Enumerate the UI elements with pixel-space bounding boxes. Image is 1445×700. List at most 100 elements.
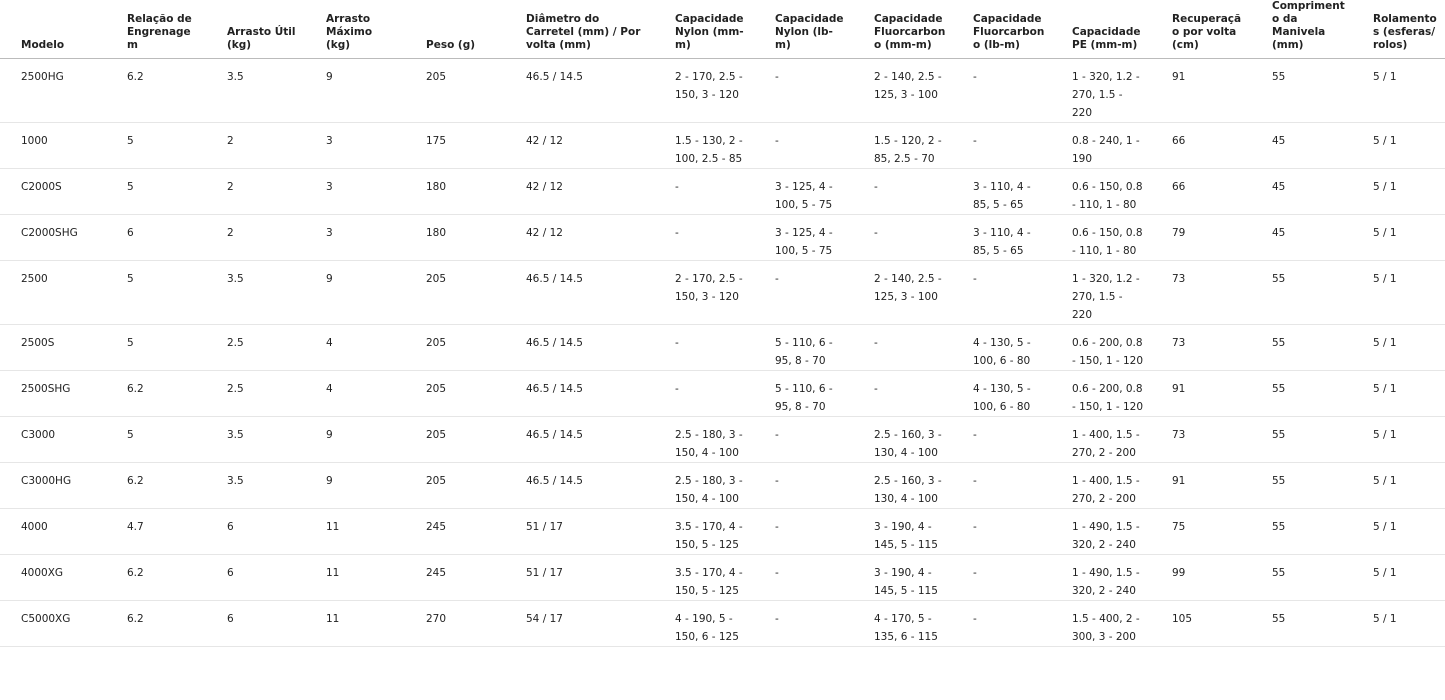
table-body: 2500HG 6.2 3.5 9 205 46.5 / 14.5 2 - 170, 2.5 … [0,58,1445,647]
table-cell: 66 [1151,122,1251,169]
table-cell: 3 - 125, 4 - 100, 5 - 75 [754,168,853,215]
column-header: Relação de Engrenagem [106,0,206,59]
table-row: C3000HG 6.2 3.5 9 205 46.5 / 14.5 2.5 - 180, 3… [0,462,1445,509]
table-cell: 5 [106,324,206,371]
table-cell: 245 [405,554,505,601]
table-cell: 0.6 - 200, 0.8 - 150, 1 - 120 [1051,370,1151,417]
table-cell: 3 - 190, 4 - 145, 5 - 115 [853,554,952,601]
table-row: 4000XG 6.2 6 11 245 51 / 17 3.5 - 170, 4 - 150… [0,554,1445,601]
table-cell: - [952,600,1051,647]
table-cell: 2 [206,214,305,261]
table-cell: 73 [1151,260,1251,325]
table-cell: 2 [206,168,305,215]
table-cell: 5 [106,416,206,463]
column-header: Modelo [0,0,106,59]
table-cell: 5 / 1 [1352,554,1445,601]
table-cell: 270 [405,600,505,647]
table-cell: 46.5 / 14.5 [505,370,654,417]
table-cell: 45 [1251,122,1352,169]
table-cell: 205 [405,416,505,463]
table-cell: - [952,122,1051,169]
table-cell: 1 - 320, 1.2 - 270, 1.5 - 220 [1051,260,1151,325]
table-cell: - [754,508,853,555]
table-cell: 5 / 1 [1352,508,1445,555]
table-cell: 205 [405,462,505,509]
table-cell: 99 [1151,554,1251,601]
column-header: Peso (g) [405,0,505,59]
table-cell: - [853,370,952,417]
table-cell: 2.5 - 160, 3 - 130, 4 - 100 [853,416,952,463]
table-cell: 6.2 [106,462,206,509]
table-row: 4000 4.7 6 11 245 51 / 17 3.5 - 170, 4 - 150, … [0,508,1445,555]
table-cell: 4 - 130, 5 - 100, 6 - 80 [952,324,1051,371]
table-cell: 55 [1251,600,1352,647]
table-cell: 1.5 - 120, 2 - 85, 2.5 - 70 [853,122,952,169]
table-cell: - [952,58,1051,123]
table-cell: C5000XG [0,600,106,647]
table-cell: 2.5 [206,370,305,417]
table-cell: 42 / 12 [505,168,654,215]
table-cell: 55 [1251,508,1352,555]
table-cell: 3.5 [206,416,305,463]
table-cell: 9 [305,462,405,509]
table-cell: 1 - 320, 1.2 - 270, 1.5 - 220 [1051,58,1151,123]
column-header: Diâmetro do Carretel (mm) / Por volta (m… [505,0,654,59]
table-row: C2000S 5 2 3 180 42 / 12-3 - 125, 4 - 100, 5 … [0,168,1445,215]
table-cell: 3 - 190, 4 - 145, 5 - 115 [853,508,952,555]
table-row: 2500 5 3.5 9 205 46.5 / 14.5 2 - 170, 2.5 - 15… [0,260,1445,325]
table-cell: 3 - 110, 4 - 85, 5 - 65 [952,214,1051,261]
table-cell: C3000HG [0,462,106,509]
table-cell: - [754,416,853,463]
table-cell: 46.5 / 14.5 [505,324,654,371]
table-cell: - [654,370,754,417]
table-cell: 5 [106,122,206,169]
table-cell: 205 [405,260,505,325]
table-cell: 180 [405,214,505,261]
table-cell: 51 / 17 [505,554,654,601]
table-cell: - [952,260,1051,325]
table-cell: 4 - 170, 5 - 135, 6 - 115 [853,600,952,647]
table-cell: 0.6 - 150, 0.8 - 110, 1 - 80 [1051,214,1151,261]
table-cell: 42 / 12 [505,122,654,169]
table-cell: 66 [1151,168,1251,215]
column-header: Rolamentos (esferas/ rolos) [1352,0,1445,59]
table-row: C3000 5 3.5 9 205 46.5 / 14.5 2.5 - 180, 3 - 1… [0,416,1445,463]
table-cell: - [952,554,1051,601]
table-cell: 4000 [0,508,106,555]
table-cell: 6 [206,508,305,555]
table-row: C5000XG 6.2 6 11 270 54 / 17 4 - 190, 5 - 150,… [0,600,1445,647]
table-cell: 3.5 [206,58,305,123]
table-cell: 6.2 [106,600,206,647]
table-cell: 55 [1251,370,1352,417]
table-cell: 2500 [0,260,106,325]
table-cell: - [853,214,952,261]
table-cell: 91 [1151,462,1251,509]
table-cell: 2500HG [0,58,106,123]
table-cell: 1.5 - 400, 2 - 300, 3 - 200 [1051,600,1151,647]
table-cell: 5 / 1 [1352,416,1445,463]
table-cell: 1.5 - 130, 2 - 100, 2.5 - 85 [654,122,754,169]
table-cell: 2 - 140, 2.5 - 125, 3 - 100 [853,260,952,325]
table-cell: 9 [305,260,405,325]
table-cell: 3 [305,168,405,215]
table-cell: 5 / 1 [1352,600,1445,647]
table-cell: 9 [305,58,405,123]
table-row: 2500SHG 6.2 2.5 4 205 46.5 / 14.5-5 - 110, 6 … [0,370,1445,417]
table-cell: 245 [405,508,505,555]
table-cell: 2.5 - 180, 3 - 150, 4 - 100 [654,416,754,463]
table-cell: 180 [405,168,505,215]
column-header: Comprimento da Manivela (mm) [1251,0,1352,59]
table-cell: 3 - 110, 4 - 85, 5 - 65 [952,168,1051,215]
table-cell: - [754,554,853,601]
column-header: Arrasto Útil (kg) [206,0,305,59]
table-cell: 9 [305,416,405,463]
table-cell: 4000XG [0,554,106,601]
spec-table: Modelo Relação de Engrenagem Arrasto Útil … [0,0,1445,647]
table-cell: 5 [106,260,206,325]
table-cell: 73 [1151,324,1251,371]
table-cell: 46.5 / 14.5 [505,260,654,325]
table-cell: 11 [305,600,405,647]
table-cell: 46.5 / 14.5 [505,462,654,509]
table-cell: - [853,324,952,371]
